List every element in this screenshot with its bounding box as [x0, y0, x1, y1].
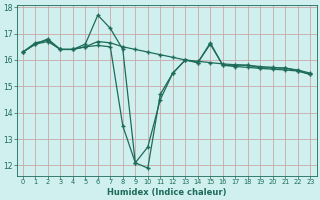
X-axis label: Humidex (Indice chaleur): Humidex (Indice chaleur) — [107, 188, 226, 197]
